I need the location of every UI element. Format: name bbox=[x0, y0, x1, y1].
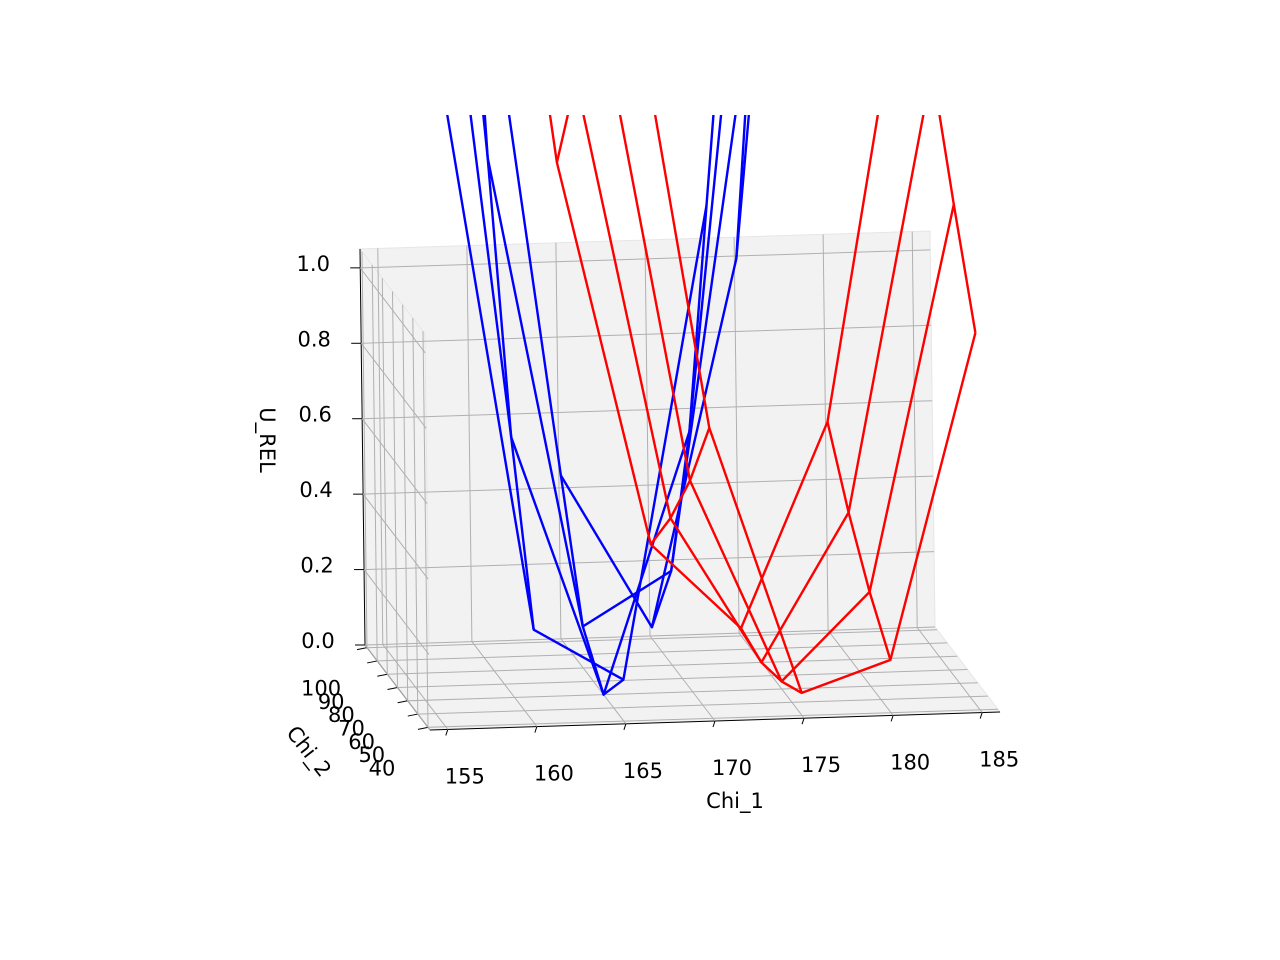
y-tick bbox=[387, 687, 398, 690]
x-tick bbox=[534, 726, 538, 733]
panes bbox=[359, 230, 1001, 732]
wire-column bbox=[559, 475, 625, 696]
z-axis-line bbox=[359, 248, 366, 646]
z-tick-label: 0.6 bbox=[298, 403, 331, 427]
wire-column bbox=[359, 0, 437, 56]
y-tick-label: 50 bbox=[358, 743, 385, 767]
wire-column bbox=[483, 115, 535, 630]
z-grid-line bbox=[360, 324, 932, 429]
y-tick-label: 60 bbox=[348, 730, 375, 754]
y-tick-label: 100 bbox=[301, 677, 341, 701]
x-tick bbox=[712, 720, 716, 728]
x-tick-label: 170 bbox=[712, 756, 752, 780]
y-tick bbox=[397, 700, 408, 704]
z-tick-label: 1.0 bbox=[297, 252, 330, 276]
grid bbox=[350, 231, 1001, 736]
wires bbox=[359, 0, 977, 696]
x-tick-label: 175 bbox=[801, 753, 841, 777]
x-tick bbox=[445, 729, 449, 736]
wire-column bbox=[938, 115, 977, 333]
x-tick-label: 185 bbox=[979, 748, 1019, 772]
x-tick bbox=[979, 712, 983, 719]
x-tick bbox=[890, 715, 894, 722]
wire-column bbox=[555, 115, 570, 163]
x-tick-label: 160 bbox=[534, 762, 574, 786]
y-tick bbox=[417, 726, 429, 730]
z-grid-line bbox=[362, 475, 934, 580]
wire-column bbox=[826, 421, 892, 661]
y-tick bbox=[356, 647, 368, 651]
x-tick-label: 180 bbox=[890, 750, 930, 774]
z-axis-label: U_REL bbox=[254, 407, 279, 473]
wire-column bbox=[735, 115, 747, 259]
z-tick-label: 0.0 bbox=[301, 629, 334, 653]
y-tick-label: 80 bbox=[328, 703, 355, 727]
x-tick bbox=[623, 723, 627, 730]
x-tick bbox=[801, 718, 805, 725]
x-tick-label: 155 bbox=[445, 764, 485, 788]
y-tick-label: 70 bbox=[338, 717, 365, 741]
wire-column bbox=[739, 627, 803, 694]
y-tick bbox=[377, 673, 388, 677]
x-axis-label: Chi_1 bbox=[706, 789, 764, 814]
wire-column bbox=[649, 427, 711, 546]
z-tick-label: 0.8 bbox=[297, 327, 330, 351]
y-tick bbox=[367, 660, 378, 664]
z-tick-label: 0.2 bbox=[300, 554, 333, 578]
y-tick bbox=[407, 713, 418, 717]
y-axis-label: Chi_2 bbox=[281, 721, 336, 782]
y-tick-label: 40 bbox=[369, 756, 396, 780]
y-tick-label: 90 bbox=[318, 690, 345, 714]
x-tick-label: 165 bbox=[623, 759, 663, 783]
z-tick-label: 0.4 bbox=[299, 478, 332, 502]
